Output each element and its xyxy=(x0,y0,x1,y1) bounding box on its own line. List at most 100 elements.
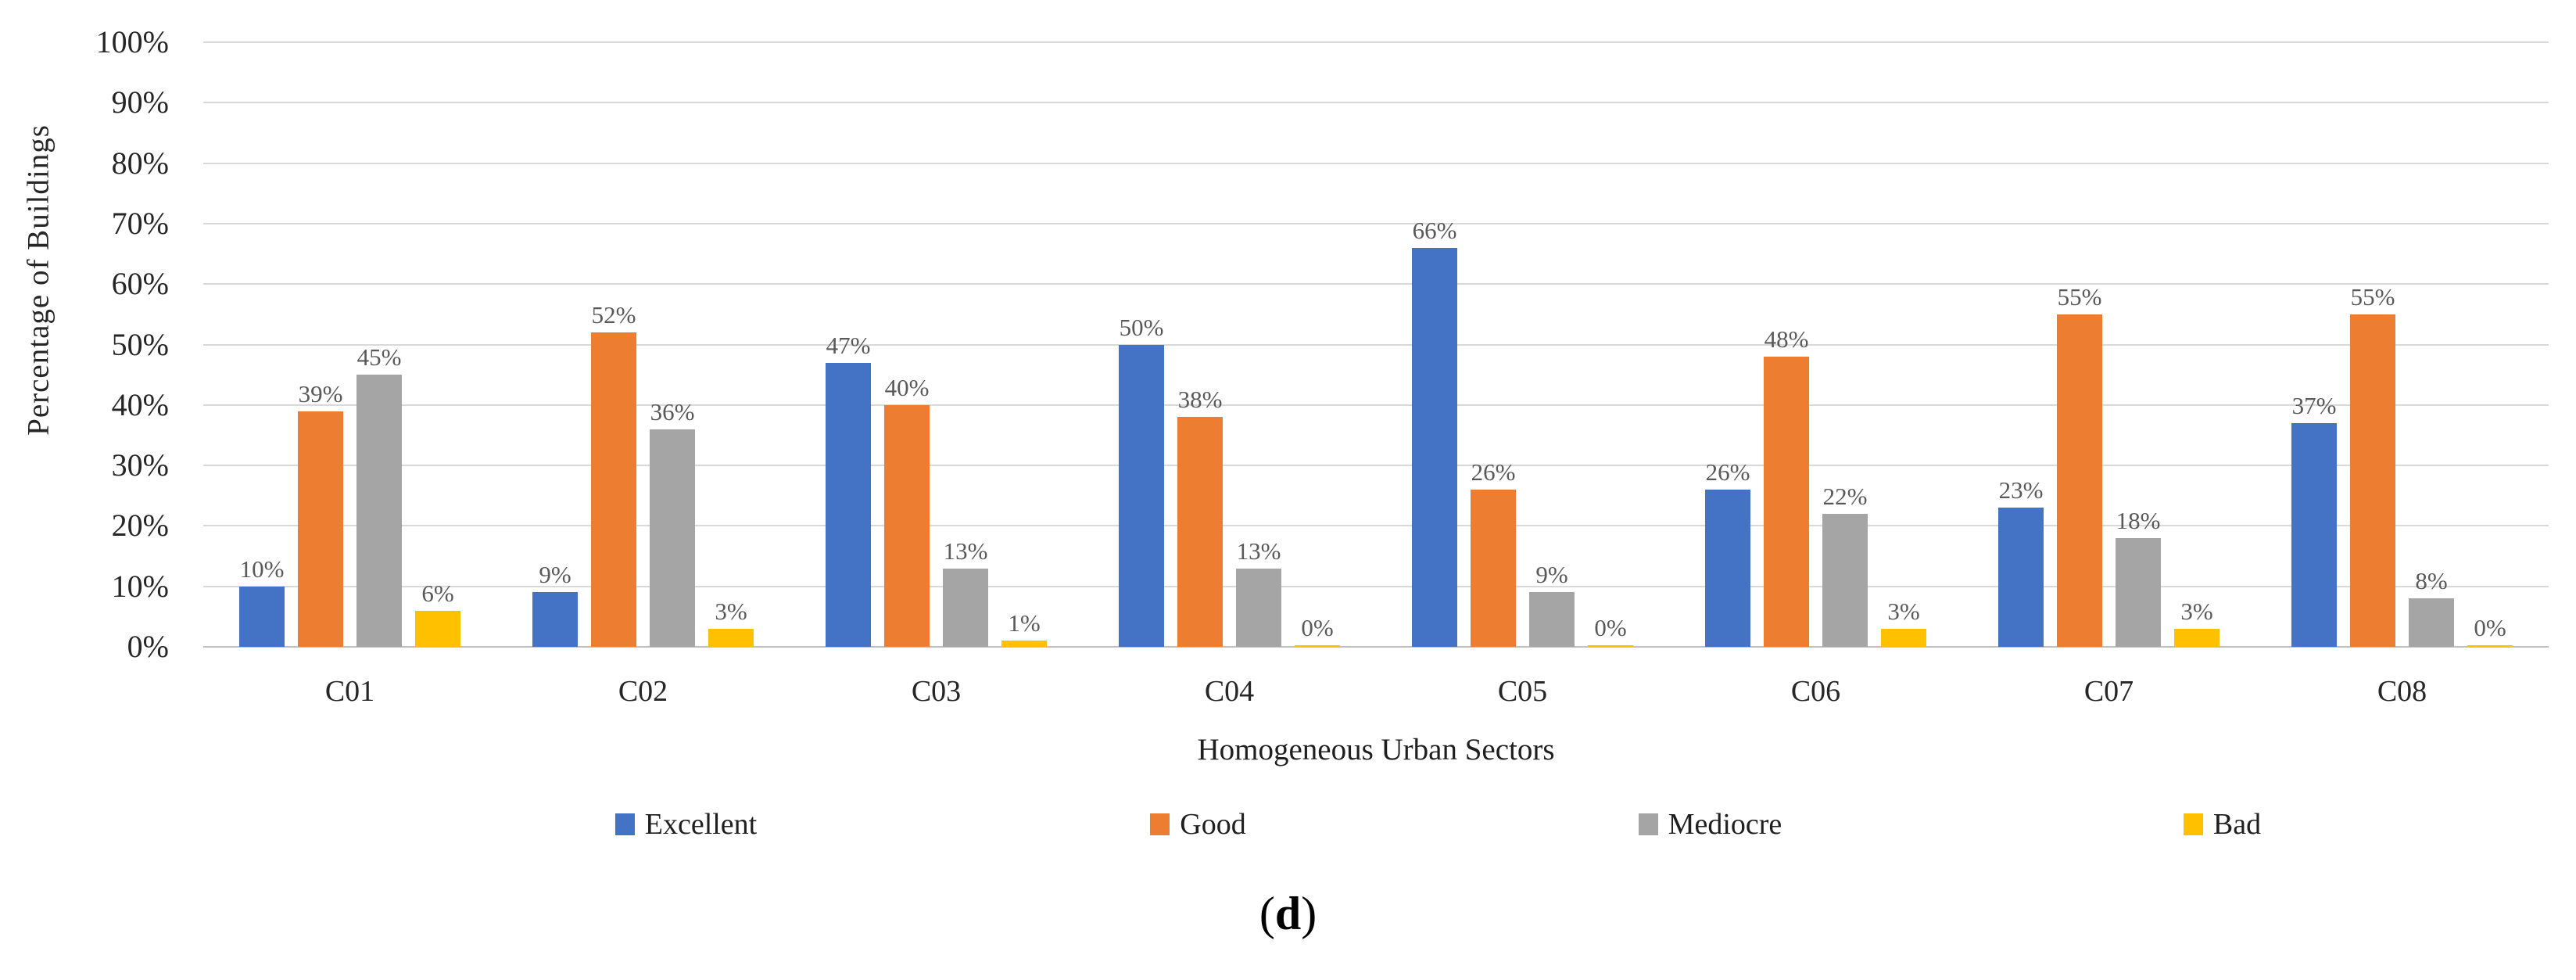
x-tick-label-c08: C08 xyxy=(2377,675,2427,708)
legend-label: Mediocre xyxy=(1668,808,1782,841)
x-tick-label-c07: C07 xyxy=(2083,675,2134,708)
legend-label: Excellent xyxy=(644,808,758,841)
y-tick-label: 70% xyxy=(111,205,169,241)
bar-value-label: 23% xyxy=(1998,476,2044,504)
bar-bad-c04: 0% xyxy=(1295,616,1340,647)
x-tick-label-c05: C05 xyxy=(1497,675,1548,708)
y-tick-label: 40% xyxy=(111,386,169,422)
bar-value-label: 8% xyxy=(2415,567,2448,595)
bar-good-c08: 55% xyxy=(2350,285,2395,647)
bar-value-label: 9% xyxy=(1535,561,1568,589)
bar-value-label: 9% xyxy=(539,561,571,589)
plot-area: 10% 39% 45% 6% 9% 52% 36% 3% 47% 40% 13% 1% 50% 38% 13… xyxy=(203,41,2549,648)
gridline xyxy=(203,525,2549,527)
bar-good-c05: 26% xyxy=(1471,460,1516,647)
bar-groups: 10% 39% 45% 6% 9% 52% 36% 3% 47% 40% 13% 1% 50% 38% 13… xyxy=(203,42,2549,647)
bar-value-label: 1% xyxy=(1008,609,1041,637)
gridline xyxy=(203,162,2549,164)
bar-bad-c07: 3% xyxy=(2174,599,2220,647)
x-tick-label-c02: C02 xyxy=(618,675,668,708)
bar-excellent-c03: 47% xyxy=(826,333,871,647)
bar-value-label: 40% xyxy=(884,373,930,401)
bar-mediocre-c02: 36% xyxy=(650,400,695,647)
bar-value-label: 47% xyxy=(826,331,871,359)
bar-mediocre-c03: 13% xyxy=(943,539,988,647)
bar-mediocre-c05: 9% xyxy=(1529,562,1575,647)
y-tick-label: 0% xyxy=(127,629,169,664)
bar-value-label: 0% xyxy=(2474,614,2506,641)
bar-value-label: 26% xyxy=(1471,458,1516,486)
bar-good-c02: 52% xyxy=(591,303,636,647)
bar-mediocre-c06: 22% xyxy=(1822,484,1868,647)
gridline xyxy=(203,585,2549,587)
y-tick-label: 10% xyxy=(111,568,169,604)
caption-open-paren: ( xyxy=(1259,888,1275,939)
legend-item-mediocre: Mediocre xyxy=(1454,807,1966,842)
bar-bad-c02: 3% xyxy=(708,599,754,647)
y-tick-label: 30% xyxy=(111,447,169,483)
bar-value-label: 55% xyxy=(2057,282,2102,311)
bar-value-label: 22% xyxy=(1822,482,1868,510)
y-tick-label: 100% xyxy=(95,24,169,59)
bar-value-label: 18% xyxy=(2116,506,2161,534)
x-tick-label-c06: C06 xyxy=(1790,675,1841,708)
legend-label: Good xyxy=(1180,808,1246,841)
bar-excellent-c06: 26% xyxy=(1705,460,1750,647)
gridline xyxy=(203,343,2549,346)
bar-excellent-c02: 9% xyxy=(532,562,578,647)
x-tick-label-c03: C03 xyxy=(911,675,962,708)
bar-bad-c01: 6% xyxy=(415,581,460,647)
x-axis-ticks: C01 C02 C03 C04 C05 C06 C07 C08 xyxy=(203,674,2549,709)
bar-good-c03: 40% xyxy=(884,375,930,647)
bar-bad-c08: 0% xyxy=(2467,616,2513,647)
bar-value-label: 50% xyxy=(1119,313,1164,341)
bar-excellent-c05: 66% xyxy=(1412,218,1457,647)
bar-value-label: 36% xyxy=(650,397,695,425)
bar-group-c06: 26% 48% 22% 3% xyxy=(1669,42,1962,647)
bar-group-c05: 66% 26% 9% 0% xyxy=(1376,42,1669,647)
gridline xyxy=(203,404,2549,406)
bar-value-label: 52% xyxy=(591,301,636,329)
legend-swatch-icon xyxy=(1150,813,1170,835)
bar-value-label: 0% xyxy=(1301,614,1334,641)
gridline xyxy=(203,41,2549,43)
y-tick-label: 60% xyxy=(111,266,169,302)
legend-item-bad: Bad xyxy=(1966,807,2478,842)
bar-value-label: 10% xyxy=(239,555,285,583)
bar-value-label: 48% xyxy=(1764,325,1809,353)
gridline xyxy=(203,465,2549,467)
caption-close-paren: ) xyxy=(1301,888,1317,939)
bar-group-c02: 9% 52% 36% 3% xyxy=(496,42,790,647)
bar-excellent-c07: 23% xyxy=(1998,478,2044,647)
legend-item-good: Good xyxy=(942,807,1454,842)
gridline xyxy=(203,283,2549,285)
bar-mediocre-c08: 8% xyxy=(2409,569,2454,647)
bar-group-c08: 37% 55% 8% 0% xyxy=(2255,42,2549,647)
bar-group-c04: 50% 38% 13% 0% xyxy=(1083,42,1376,647)
legend-swatch-icon xyxy=(2183,813,2203,835)
y-tick-label: 80% xyxy=(111,145,169,181)
bar-value-label: 26% xyxy=(1705,458,1750,486)
legend-label: Bad xyxy=(2212,808,2262,841)
bar-value-label: 66% xyxy=(1412,216,1457,244)
x-axis-line xyxy=(203,646,2549,648)
bar-excellent-c08: 37% xyxy=(2291,393,2337,647)
bar-mediocre-c01: 45% xyxy=(356,345,402,647)
gridline xyxy=(203,102,2549,104)
bar-bad-c03: 1% xyxy=(1001,611,1047,647)
gridline xyxy=(203,222,2549,224)
y-tick-label: 20% xyxy=(111,508,169,544)
y-tick-label: 90% xyxy=(111,84,169,120)
bar-group-c07: 23% 55% 18% 3% xyxy=(1962,42,2255,647)
bar-mediocre-c07: 18% xyxy=(2116,508,2161,647)
legend-swatch-icon xyxy=(1638,813,1658,835)
bar-bad-c06: 3% xyxy=(1881,599,1926,647)
bar-mediocre-c04: 13% xyxy=(1236,539,1281,647)
bar-value-label: 37% xyxy=(2291,392,2337,419)
bar-value-label: 6% xyxy=(421,579,454,607)
bar-good-c07: 55% xyxy=(2057,285,2102,647)
bar-value-label: 13% xyxy=(1236,537,1281,565)
bar-group-c03: 47% 40% 13% 1% xyxy=(790,42,1083,647)
bar-good-c04: 38% xyxy=(1177,387,1223,647)
